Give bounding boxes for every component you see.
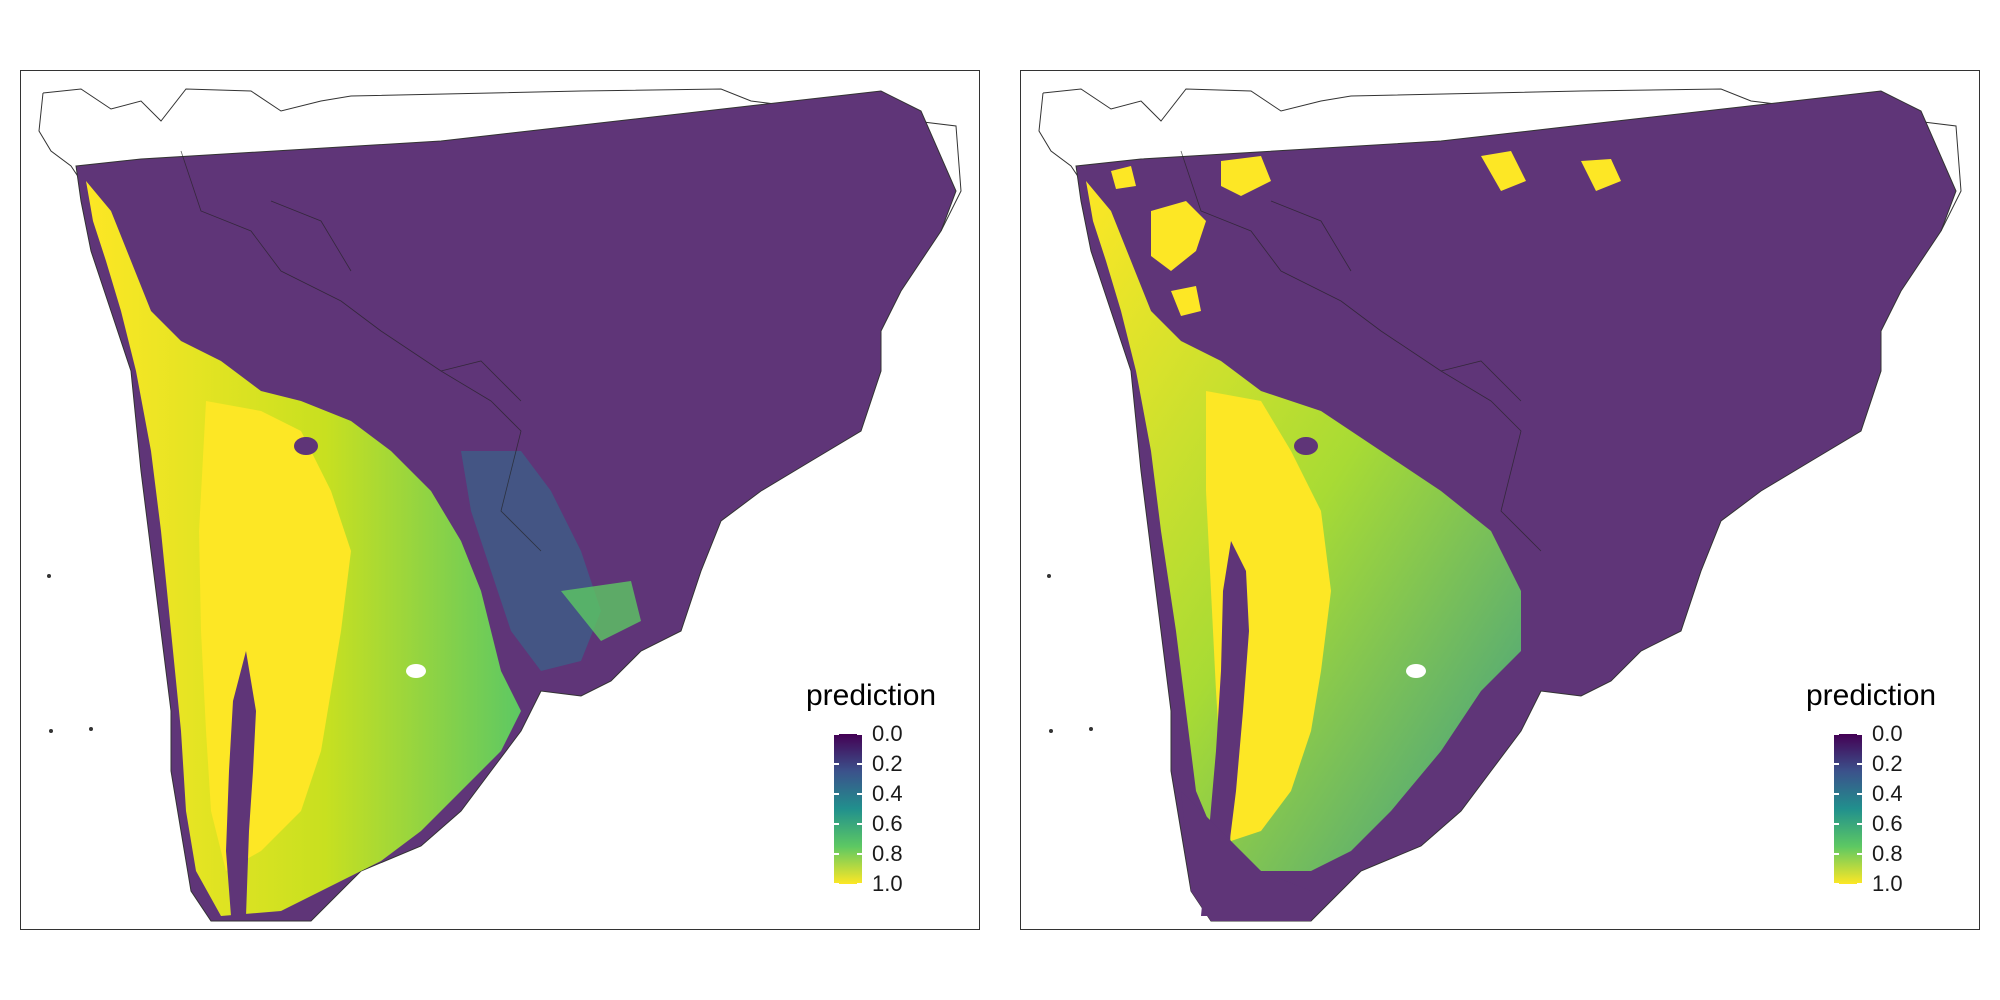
high-prediction-patch (1481, 151, 1526, 191)
andes-dark-strip (1201, 541, 1249, 916)
legend-left: prediction 0.0 0.2 0.4 0.6 0.8 1.0 (806, 679, 976, 919)
island (89, 727, 93, 731)
lake (1406, 664, 1426, 678)
legend-tick-label: 0.4 (1872, 781, 1903, 806)
andes-dark-strip (226, 651, 256, 916)
high-prediction-patch (1111, 166, 1136, 189)
lake (406, 664, 426, 678)
high-prediction-patch (1581, 159, 1621, 191)
legend-tick-label: 0.2 (872, 751, 903, 776)
island (1047, 574, 1051, 578)
legend-tick-label: 0.0 (872, 721, 903, 746)
legend-tick-label: 0.2 (1872, 751, 1903, 776)
coastline-outline (38, 92, 82, 182)
lake-titicaca (294, 437, 318, 455)
island (47, 574, 51, 578)
map-right (1038, 88, 1962, 922)
map-panel-left: prediction 0.0 0.2 0.4 0.6 0.8 1.0 (20, 70, 980, 930)
country-borders (180, 150, 542, 552)
legend-color-bar (1834, 734, 1862, 884)
island (49, 729, 53, 733)
island (1089, 727, 1093, 731)
legend-tick-label: 1.0 (1872, 871, 1903, 896)
legend-tick-label: 0.4 (872, 781, 903, 806)
legend-tick-label: 0.6 (1872, 811, 1903, 836)
coastline-outline (1038, 92, 1082, 182)
high-prediction-patch (1151, 201, 1206, 271)
mid-prediction-zone (461, 451, 601, 671)
legend-title: prediction (806, 679, 937, 712)
legend-right: prediction 0.0 0.2 0.4 0.6 0.8 1.0 (1806, 679, 1976, 919)
legend-color-bar (834, 734, 862, 884)
legend-title: prediction (1806, 679, 1937, 712)
high-prediction-patch (1221, 156, 1271, 196)
legend-tick-label: 0.8 (1872, 841, 1903, 866)
island (1049, 729, 1053, 733)
mid-prediction-zone (561, 581, 641, 641)
low-prediction-south (1181, 791, 1311, 921)
high-prediction-patch (1171, 286, 1201, 316)
legend-tick-label: 0.8 (872, 841, 903, 866)
map-panel-right: prediction 0.0 0.2 0.4 0.6 0.8 1.0 (1020, 70, 1980, 930)
map-left (38, 88, 962, 922)
legend-tick-label: 0.6 (872, 811, 903, 836)
legend-tick-label: 0.0 (1872, 721, 1903, 746)
legend-tick-label: 1.0 (872, 871, 903, 896)
lake-titicaca (1294, 437, 1318, 455)
country-borders (1180, 150, 1542, 552)
